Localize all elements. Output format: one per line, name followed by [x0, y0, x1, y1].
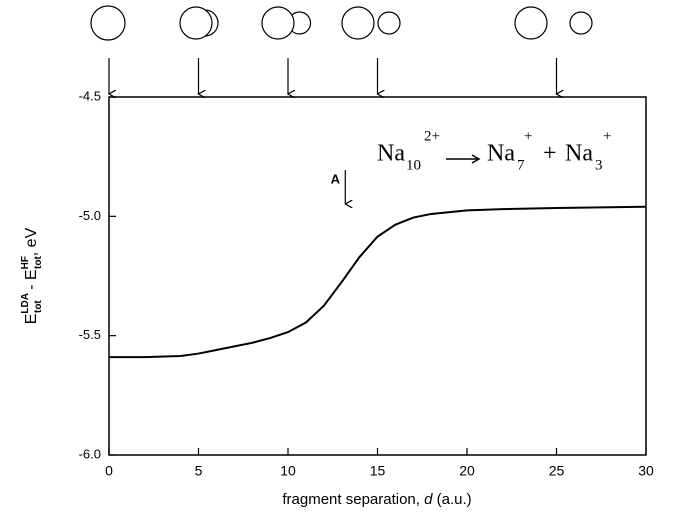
y-label-part: LDA [20, 293, 31, 314]
cluster [341, 6, 375, 40]
y-tick-label: -5.0 [79, 208, 101, 223]
reaction-text: 10 [406, 157, 421, 173]
y-label-part: , eV [23, 227, 40, 256]
cluster [204, 9, 219, 37]
y-label-part: HF [20, 256, 31, 269]
x-tick-label: 25 [549, 463, 565, 479]
y-tick-label: -5.5 [79, 327, 101, 342]
y-label-part: tot [33, 256, 44, 269]
cluster [377, 11, 401, 35]
fragment-icons [90, 5, 593, 41]
cluster [90, 5, 126, 41]
cluster [514, 6, 548, 40]
x-tick-label: 30 [638, 463, 654, 479]
x-tick-label: 5 [195, 463, 203, 479]
reaction-text: 3 [595, 157, 603, 173]
x-tick-label: 20 [459, 463, 475, 479]
y-label-part: tot [33, 300, 44, 313]
x-tick-label: 15 [370, 463, 386, 479]
reaction-text: + [543, 141, 557, 167]
x-label-var: d [424, 491, 433, 508]
x-tick-label: 0 [105, 463, 113, 479]
y-tick-label: -4.5 [79, 88, 101, 103]
y-axis-label: ELDA tot - EHF tot, eV [20, 227, 44, 324]
x-label-unit: (a.u.) [432, 491, 471, 508]
reaction-text: Na [377, 141, 405, 167]
y-label-part: E [23, 314, 40, 325]
reaction-text: Na [565, 141, 593, 167]
line-series [109, 205, 647, 359]
reaction-text: Na [487, 141, 515, 167]
x-tick-label: 10 [280, 463, 296, 479]
cluster [261, 6, 295, 40]
reaction-text: + [524, 128, 532, 144]
cluster [569, 11, 593, 35]
reaction: Na 10 2+ Na 7 + + Na 3 + [377, 128, 611, 173]
reaction-text: 7 [517, 157, 525, 173]
y-tick-label: -6.0 [79, 446, 101, 461]
x-label-text: fragment separation, [282, 491, 424, 508]
cluster [179, 6, 213, 40]
annotation-label: A [331, 171, 341, 186]
reaction-text: 2+ [424, 128, 440, 144]
x-axis-label: fragment separation, d (a.u.) [282, 491, 471, 508]
cluster [291, 11, 312, 35]
reaction-text: + [603, 128, 611, 144]
reaction-arrow [471, 154, 481, 164]
y-label-part: - E [23, 269, 40, 294]
